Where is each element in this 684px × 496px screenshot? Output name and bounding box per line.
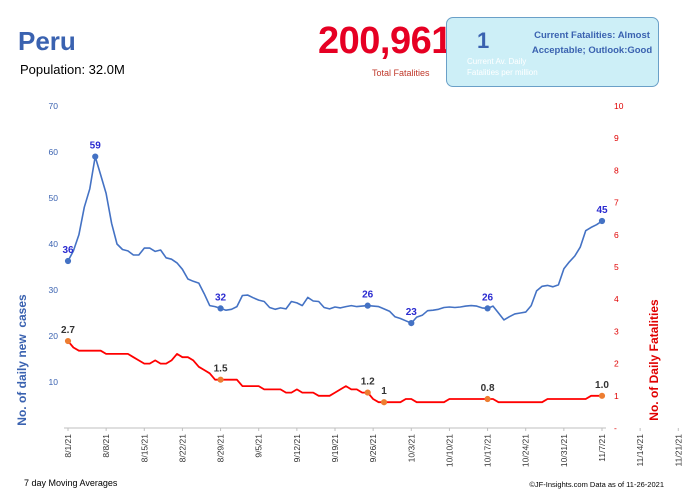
right-axis-tick-label: 9 [614,133,619,143]
fatalities-data-label: 2.7 [61,325,75,336]
left-axis-tick-label: 40 [49,239,59,249]
left-axis-tick-label: 50 [49,193,59,203]
left-axis-tick-label: 30 [49,285,59,295]
fatalities-data-label: 1 [381,386,387,397]
cases-data-label: 26 [482,292,494,303]
right-axis-tick-label: 7 [614,198,619,208]
cases-data-label: 45 [596,205,608,216]
left-axis-tick-label: 10 [49,377,59,387]
fatalities-data-label: 1.5 [214,364,228,375]
right-axis-tick-label: 5 [614,262,619,272]
fatalities-marker [217,376,224,383]
country-title: Peru [18,26,76,56]
fatalities-series-line [67,340,602,404]
right-axis-tick-label: 6 [614,230,619,240]
cases-marker [92,153,99,160]
right-axis-tick-label: 4 [614,294,619,304]
cases-marker [217,305,224,312]
right-axis-tick-label: 2 [614,359,619,369]
cases-marker [598,217,606,225]
x-axis-tick-label: 8/1/21 [63,434,73,458]
daily-fatality-rate-value: 1 [477,28,490,53]
left-axis-tick-label: 60 [49,147,59,157]
status-info-box: 1 Current Av. Daily Fatalities per milli… [446,17,659,87]
cases-data-label: 26 [362,290,374,301]
x-axis-tick-label: 8/8/21 [101,434,111,458]
fatalities-marker [598,392,606,399]
x-axis-tick-label: 8/29/21 [216,434,226,463]
fatalities-data-label: 1.0 [595,380,609,391]
fatality-status-text: Current Fatalities: Almost Acceptable; O… [531,30,653,56]
left-axis-title: No. of daily new cases [15,294,29,426]
x-axis-tick-label: 10/17/21 [483,434,493,467]
cases-data-label: 36 [62,245,74,256]
x-axis-tick-label: 10/24/21 [521,434,531,467]
x-axis-tick-label: 9/26/21 [368,434,378,463]
cases-series-line [67,155,603,324]
x-axis-tick-label: 10/31/21 [559,434,569,467]
left-axis-tick-label: 20 [49,331,59,341]
fatalities-data-label: 0.8 [481,383,495,394]
cases-marker [408,320,415,327]
cases-marker [364,302,371,309]
left-axis-tick-label: 70 [49,101,59,111]
source-credit: ©JF-Insights.com Data as of 11-26-2021 [529,480,664,489]
x-axis-tick-label: 11/7/21 [597,434,607,462]
cases-data-label: 32 [215,292,227,303]
total-fatalities-value: 200,961 [318,20,452,62]
x-axis-tick-label: 9/19/21 [330,434,340,463]
cases-marker [64,257,72,265]
x-axis-tick-label: 9/5/21 [254,434,264,458]
daily-fatality-rate-label: Current Av. Daily Fatalities per million [467,57,538,77]
population-text: Population: 32.0M [20,62,125,77]
x-axis-tick-label: 11/14/21 [635,434,645,467]
moving-average-note: 7 day Moving Averages [24,478,118,488]
right-axis-title: No. of Daily Fatalities [647,299,661,421]
x-axis-tick-label: 10/3/21 [406,434,416,463]
total-fatalities-label: Total Fatalities [372,68,430,78]
fatalities-marker [64,337,72,345]
x-axis-tick-label: 9/12/21 [292,434,302,463]
cases-marker [484,305,491,312]
right-axis-tick-label: 10 [614,101,624,111]
cases-data-label: 23 [406,307,418,318]
fatalities-marker [380,399,388,406]
right-axis-tick-label: 3 [614,326,619,336]
fatalities-marker [364,389,371,396]
x-axis-tick-label: 11/21/21 [673,434,683,467]
x-axis-tick-label: 8/15/21 [139,434,149,463]
right-axis-tick-label: 1 [614,391,619,401]
right-axis-tick-label: 8 [614,165,619,175]
fatalities-data-label: 1.2 [361,377,375,388]
cases-data-label: 59 [90,141,102,152]
x-axis-tick-label: 10/10/21 [444,434,454,467]
x-axis-tick-label: 8/22/21 [177,434,187,463]
right-axis-tick-label: - [614,423,617,433]
fatalities-marker [484,395,491,403]
